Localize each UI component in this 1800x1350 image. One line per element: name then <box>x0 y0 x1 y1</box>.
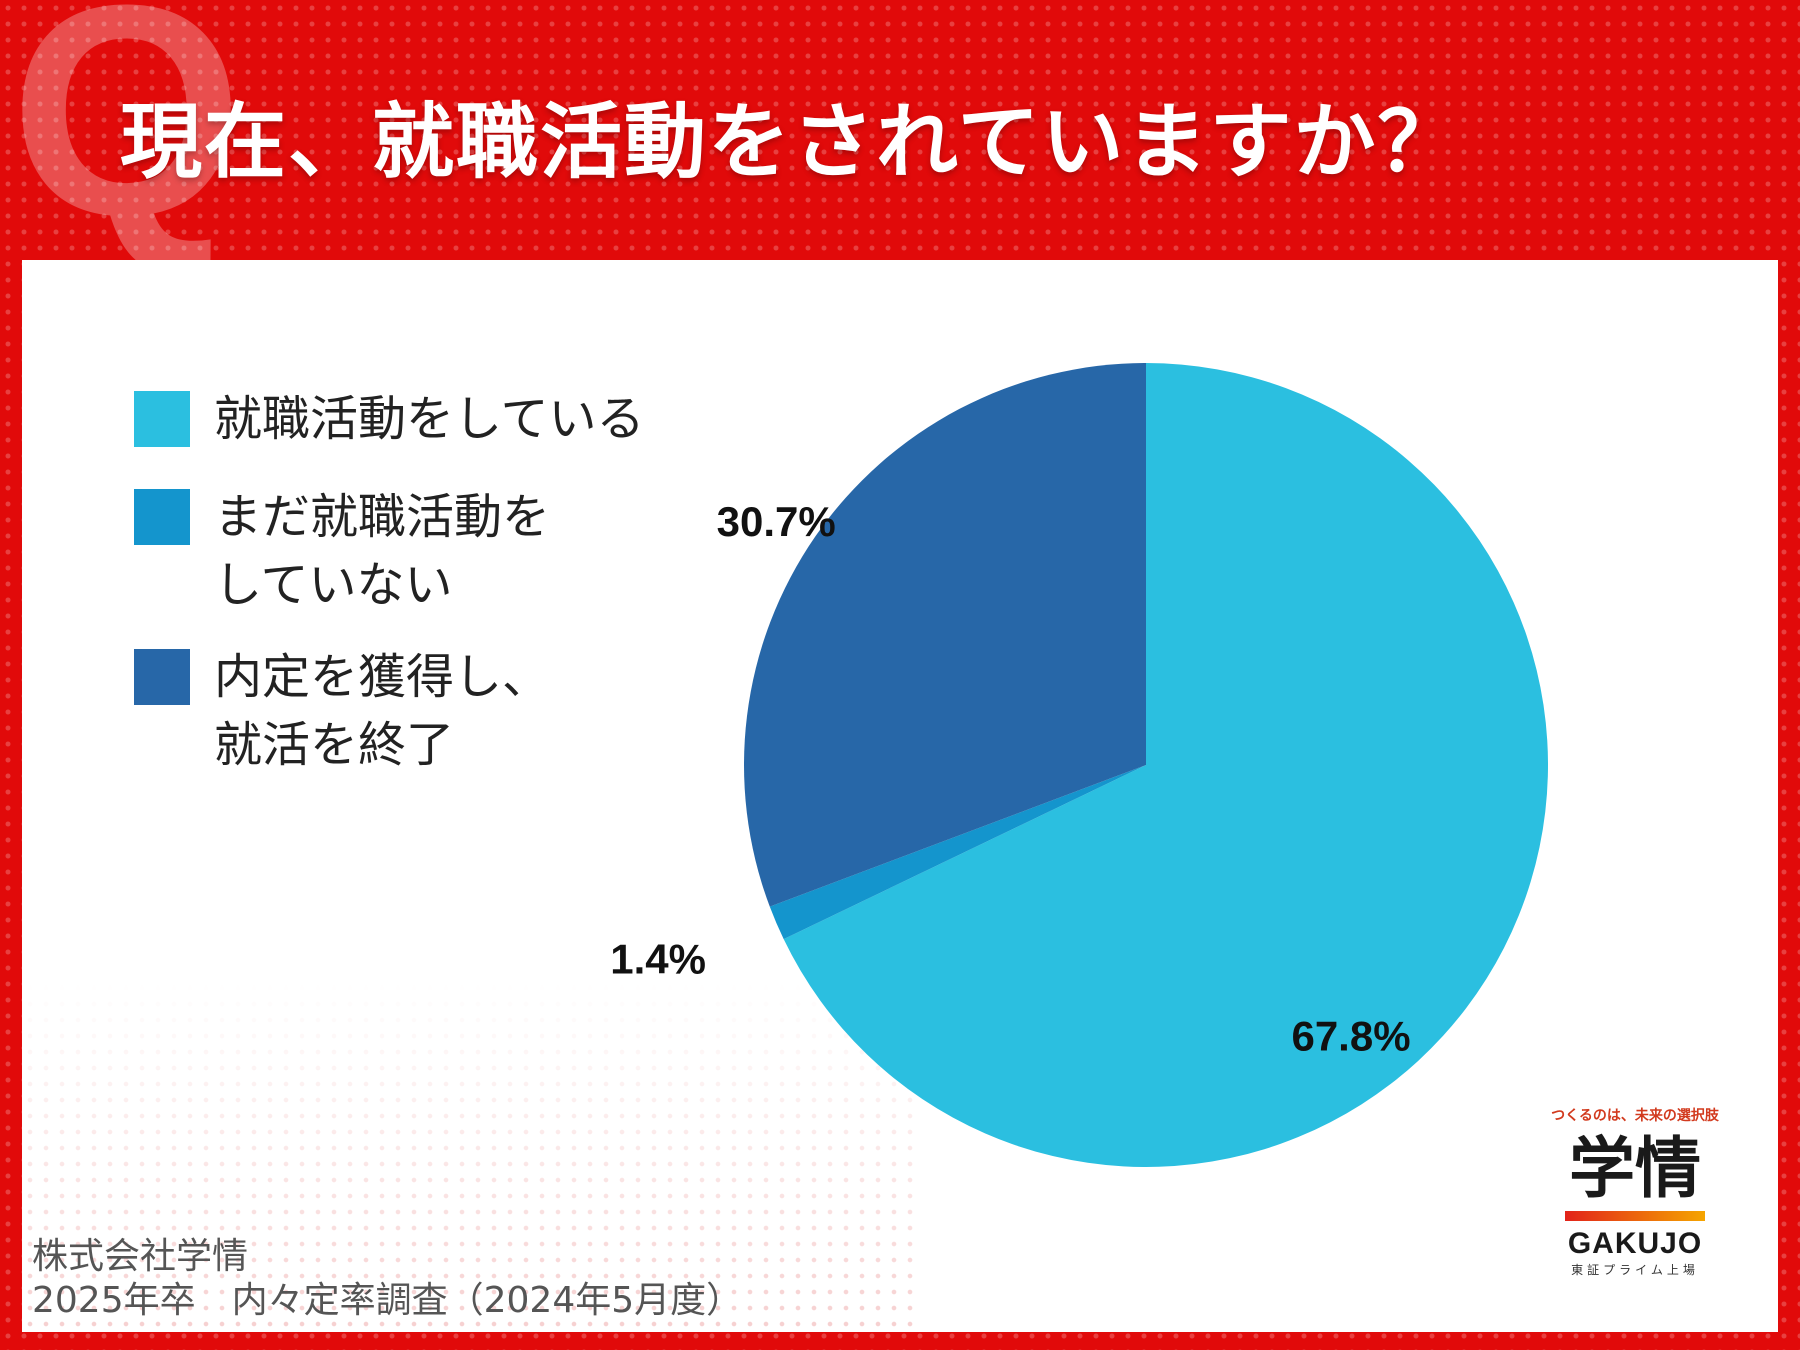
legend-label-not-started: まだ就職活動を していない <box>214 489 551 613</box>
pct-label-finished: 30.7% <box>717 498 836 545</box>
legend-label-finished: 内定を獲得し、 就活を終了 <box>214 649 551 773</box>
pct-label-not-started: 1.4% <box>610 936 706 983</box>
logo-tagline: つくるのは、未来の選択肢 <box>1551 1108 1719 1124</box>
pct-label-active: 67.8% <box>1291 1012 1410 1059</box>
gakujo-logo: つくるのは、未来の選択肢 学情 GAKUJO 東証プライム上場 <box>1540 1105 1730 1295</box>
pie-slice-active <box>783 363 1548 1167</box>
logo-gradient-bar <box>1565 1211 1705 1221</box>
chart-panel: 就職活動をしている まだ就職活動を していない 内定を獲得し、 就活を終了 67… <box>22 260 1778 1332</box>
legend-swatch-finished <box>134 649 190 705</box>
logo-sub: 東証プライム上場 <box>1571 1263 1699 1277</box>
source-company: 株式会社学情 <box>32 1236 249 1277</box>
pie-slice-not-started <box>769 765 1146 940</box>
logo-main: 学情 <box>1569 1130 1701 1207</box>
source-note: 株式会社学情 2025年卒 内々定率調査（2024年5月度） <box>32 1235 932 1323</box>
pie-chart: 67.8% 1.4% 30.7% <box>610 363 1548 1167</box>
pie-slice-finished <box>744 363 1146 907</box>
q-mark-decoration: Q <box>10 0 244 278</box>
page-title: 現在、就職活動をされていますか？ <box>120 95 1462 190</box>
legend-swatch-not-started <box>134 489 190 545</box>
legend-swatch-active <box>134 391 190 447</box>
legend-label-active: 就職活動をしている <box>214 391 645 447</box>
source-survey: 2025年卒 内々定率調査（2024年5月度） <box>32 1280 743 1321</box>
panel-dots-decoration <box>22 980 922 1332</box>
logo-en: GAKUJO <box>1567 1227 1703 1260</box>
